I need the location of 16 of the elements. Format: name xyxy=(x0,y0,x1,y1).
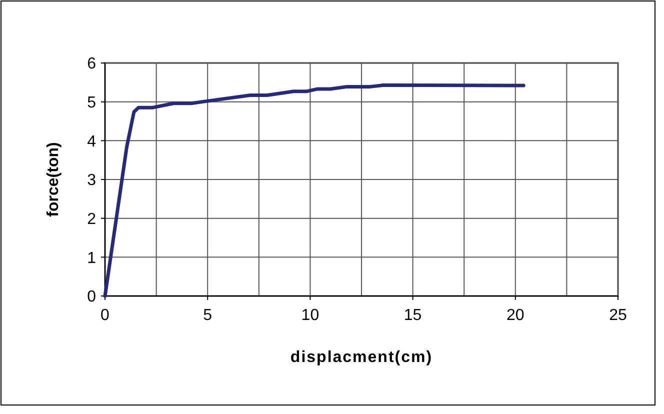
y-tick-label: 2 xyxy=(87,210,96,228)
y-tick-label: 3 xyxy=(87,172,96,190)
x-tick-label: 0 xyxy=(100,307,110,324)
y-tick-label: 4 xyxy=(87,133,96,150)
x-tick-label: 10 xyxy=(301,307,320,324)
line-series xyxy=(103,83,526,298)
x-tick-label: 5 xyxy=(203,307,212,324)
y-tick-label: 0 xyxy=(87,288,96,306)
y-tick-label: 1 xyxy=(87,250,96,267)
y-axis-title: force(ton) xyxy=(45,142,62,217)
y-tick-label: 5 xyxy=(87,94,96,112)
x-tick-label: 15 xyxy=(404,307,422,324)
x-tick-label: 20 xyxy=(506,307,524,324)
y-tick-label: 6 xyxy=(87,56,96,73)
x-axis-title: displacment(cm) xyxy=(290,349,433,366)
x-tick-label: 25 xyxy=(609,307,627,324)
